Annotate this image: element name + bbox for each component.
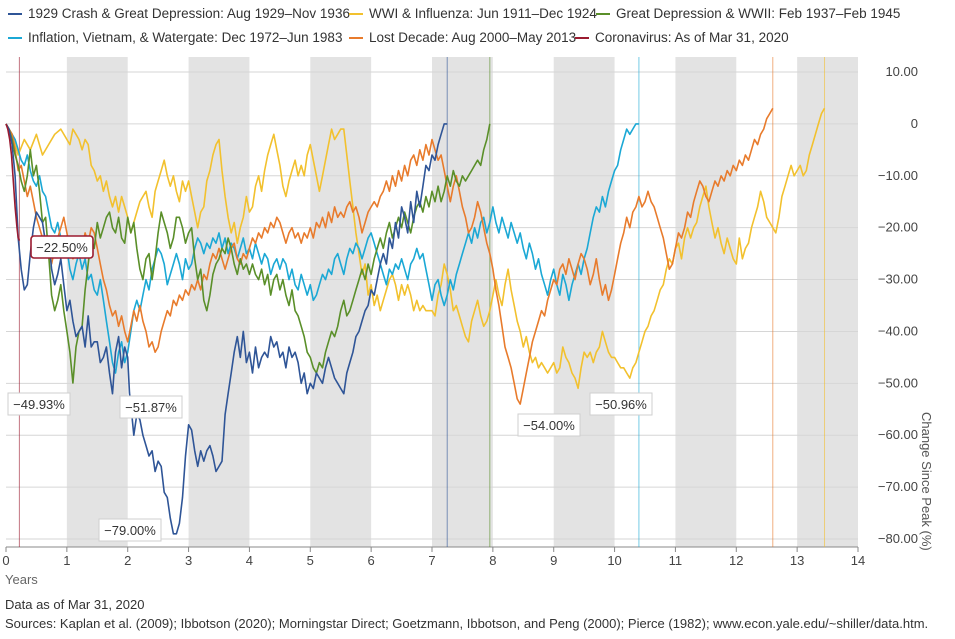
annotation-box [7, 392, 71, 416]
x-tick-label: 8 [489, 553, 496, 568]
y-tick-label: −30.00 [878, 272, 918, 287]
footer-asof: Data as of Mar 31, 2020 [5, 597, 145, 612]
shaded-year-band [797, 57, 858, 547]
annotation-label: −79.00% [104, 523, 156, 538]
annotation-label: −50.96% [595, 397, 647, 412]
series-line [5, 107, 826, 390]
x-tick-label: 2 [124, 553, 131, 568]
x-tick-label: 11 [669, 553, 683, 568]
legend-item-wwi: WWI & Influenza: Jun 1911–Dec 1924 [349, 6, 597, 21]
x-tick-label: 3 [185, 553, 192, 568]
shaded-year-band [432, 57, 493, 547]
x-tick-label: 10 [607, 553, 621, 568]
annotation-label: −51.87% [125, 400, 177, 415]
legend-label-1929: 1929 Crash & Great Depression: Aug 1929–… [28, 6, 350, 21]
x-tick-label: 9 [550, 553, 557, 568]
legend-label-inflation: Inflation, Vietnam, & Watergate: Dec 197… [28, 30, 343, 45]
y-tick-label: −50.00 [878, 375, 918, 390]
x-tick-label: 14 [851, 553, 865, 568]
legend-item-inflation: Inflation, Vietnam, & Watergate: Dec 197… [8, 30, 342, 45]
legend-label-ww2: Great Depression & WWII: Feb 1937–Feb 19… [616, 6, 901, 21]
y-tick-label: −40.00 [878, 323, 918, 338]
footer-sources: Sources: Kaplan et al. (2009); Ibbotson … [5, 616, 929, 631]
annotation-box [517, 413, 581, 437]
series-line [5, 107, 774, 405]
shaded-year-band [188, 57, 250, 547]
legend-item-1929: 1929 Crash & Great Depression: Aug 1929–… [8, 6, 350, 21]
shaded-year-band [66, 57, 128, 547]
chart-legend: 1929 Crash & Great Depression: Aug 1929–… [0, 0, 955, 52]
series-line [5, 123, 639, 374]
annotation-label: −54.00% [523, 418, 575, 433]
x-tick-label: 12 [729, 553, 743, 568]
legend-item-lost-decade: Lost Decade: Aug 2000–May 2013 [349, 30, 576, 45]
y-tick-label: −60.00 [878, 427, 918, 442]
annotation-box [30, 235, 94, 259]
y-tick-label: −10.00 [878, 168, 918, 183]
annotation-box [98, 518, 162, 542]
y-tick-label: 10.00 [885, 64, 918, 79]
annotation-box [589, 392, 653, 416]
x-tick-label: 13 [790, 553, 804, 568]
annotation-box [119, 395, 183, 419]
legend-swatch-inflation [8, 36, 22, 39]
x-tick-label: 0 [2, 553, 9, 568]
legend-swatch-1929 [8, 12, 22, 15]
annotation-label: −49.93% [13, 397, 65, 412]
legend-swatch-wwi [349, 12, 363, 15]
shaded-year-band [310, 57, 372, 547]
x-tick-label: 5 [307, 553, 314, 568]
legend-swatch-coronavirus [575, 36, 589, 39]
x-tick-label: 6 [368, 553, 375, 568]
legend-label-coronavirus: Coronavirus: As of Mar 31, 2020 [595, 30, 789, 45]
y-tick-label: −20.00 [878, 220, 918, 235]
x-tick-label: 4 [246, 553, 253, 568]
legend-swatch-lost-decade [349, 36, 363, 39]
legend-swatch-ww2 [596, 12, 610, 15]
legend-label-lost-decade: Lost Decade: Aug 2000–May 2013 [369, 30, 577, 45]
x-tick-label: 1 [63, 553, 70, 568]
x-axis-title: Years [5, 572, 38, 587]
legend-item-ww2: Great Depression & WWII: Feb 1937–Feb 19… [596, 6, 900, 21]
series-line [5, 123, 491, 384]
series-line [5, 123, 448, 535]
y-tick-label: −80.00 [878, 531, 918, 546]
y-axis-title: Change Since Peak (%) [919, 412, 934, 551]
annotation-label: −22.50% [36, 240, 88, 255]
legend-item-coronavirus: Coronavirus: As of Mar 31, 2020 [575, 30, 789, 45]
y-tick-label: −70.00 [878, 479, 918, 494]
x-tick-label: 7 [428, 553, 435, 568]
legend-label-wwi: WWI & Influenza: Jun 1911–Dec 1924 [369, 6, 597, 21]
series-line [5, 123, 21, 241]
shaded-year-band [675, 57, 737, 547]
y-tick-label: 0 [911, 116, 918, 131]
shaded-year-band [553, 57, 615, 547]
